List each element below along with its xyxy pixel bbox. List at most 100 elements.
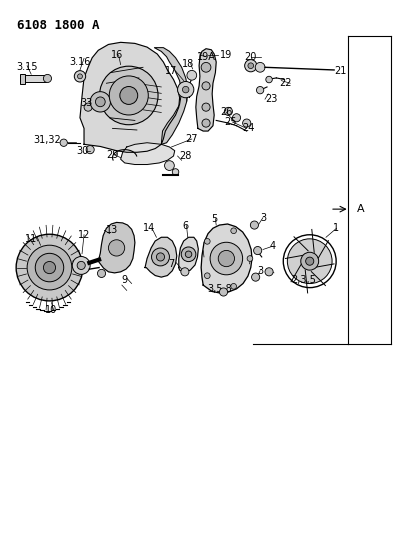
- Text: 3.16: 3.16: [69, 57, 91, 67]
- Text: 20: 20: [244, 52, 257, 62]
- Text: 3: 3: [260, 213, 266, 223]
- Polygon shape: [121, 143, 175, 165]
- Circle shape: [220, 288, 228, 296]
- Text: 3,5,8: 3,5,8: [207, 284, 232, 294]
- Circle shape: [95, 97, 105, 107]
- Text: 2,3,5: 2,3,5: [291, 275, 316, 285]
- Circle shape: [78, 74, 82, 79]
- Circle shape: [187, 70, 197, 80]
- Circle shape: [248, 63, 254, 69]
- Circle shape: [218, 251, 235, 266]
- Circle shape: [181, 268, 189, 276]
- Text: 4: 4: [269, 241, 275, 252]
- Text: 23: 23: [265, 94, 277, 104]
- Polygon shape: [80, 42, 180, 152]
- Circle shape: [43, 75, 51, 83]
- Circle shape: [202, 82, 210, 90]
- Circle shape: [74, 71, 86, 82]
- Text: 1: 1: [333, 223, 339, 233]
- Text: 19: 19: [220, 50, 233, 60]
- Circle shape: [181, 247, 196, 262]
- Text: 24: 24: [242, 124, 255, 133]
- Text: 19A: 19A: [197, 52, 215, 62]
- Text: 11: 11: [25, 234, 37, 244]
- Circle shape: [84, 103, 92, 111]
- Text: 5: 5: [211, 214, 217, 224]
- Circle shape: [204, 238, 210, 244]
- Text: 21: 21: [334, 66, 346, 76]
- Circle shape: [204, 273, 210, 279]
- Circle shape: [254, 246, 262, 255]
- Circle shape: [72, 256, 90, 274]
- Text: A: A: [357, 204, 364, 214]
- Circle shape: [27, 245, 72, 290]
- Circle shape: [98, 269, 106, 278]
- Circle shape: [177, 82, 194, 98]
- Text: 27: 27: [186, 134, 198, 144]
- Circle shape: [172, 169, 179, 175]
- Circle shape: [251, 221, 259, 229]
- Circle shape: [109, 76, 148, 115]
- Text: 3: 3: [257, 266, 263, 276]
- Polygon shape: [201, 224, 252, 293]
- Circle shape: [306, 257, 314, 265]
- Circle shape: [43, 262, 55, 273]
- Circle shape: [287, 239, 332, 284]
- Circle shape: [86, 146, 94, 154]
- Circle shape: [60, 139, 67, 147]
- Text: 26: 26: [220, 108, 233, 117]
- Text: 22: 22: [279, 78, 292, 88]
- Text: 18: 18: [182, 59, 194, 69]
- Circle shape: [156, 253, 164, 261]
- Circle shape: [164, 160, 174, 171]
- Text: 13: 13: [106, 225, 119, 236]
- Circle shape: [245, 60, 257, 72]
- Circle shape: [233, 114, 241, 122]
- Text: 9: 9: [122, 275, 128, 285]
- Polygon shape: [154, 47, 188, 144]
- Circle shape: [283, 235, 336, 288]
- Text: 28: 28: [180, 151, 192, 161]
- Circle shape: [182, 86, 189, 93]
- Circle shape: [202, 103, 210, 111]
- Text: 30: 30: [76, 146, 88, 156]
- Circle shape: [120, 86, 138, 104]
- Text: 29: 29: [106, 150, 119, 160]
- Circle shape: [243, 119, 251, 127]
- Text: 14: 14: [143, 223, 155, 233]
- Circle shape: [185, 251, 192, 257]
- Circle shape: [265, 268, 273, 276]
- Circle shape: [16, 234, 83, 301]
- Circle shape: [231, 228, 237, 233]
- Text: 25: 25: [224, 117, 237, 127]
- Polygon shape: [98, 222, 135, 273]
- Text: 17: 17: [165, 66, 177, 76]
- Circle shape: [224, 107, 233, 116]
- Circle shape: [109, 240, 125, 256]
- Circle shape: [266, 76, 272, 83]
- Text: 12: 12: [78, 230, 90, 240]
- Text: 7: 7: [169, 259, 175, 269]
- Polygon shape: [145, 237, 177, 277]
- Text: 31,32: 31,32: [33, 135, 61, 145]
- Circle shape: [100, 66, 158, 125]
- Circle shape: [231, 284, 237, 289]
- Circle shape: [255, 62, 265, 72]
- Circle shape: [257, 86, 264, 94]
- Text: 6: 6: [183, 221, 189, 231]
- Circle shape: [201, 62, 211, 72]
- Circle shape: [90, 92, 111, 112]
- Text: 33: 33: [80, 98, 92, 108]
- Polygon shape: [179, 237, 198, 272]
- Circle shape: [301, 252, 319, 270]
- Text: 16: 16: [111, 50, 123, 60]
- Circle shape: [35, 253, 64, 282]
- Bar: [22, 75, 46, 82]
- Bar: [20, 74, 25, 84]
- Circle shape: [77, 261, 85, 270]
- Text: 6108 1800 A: 6108 1800 A: [17, 20, 100, 33]
- Circle shape: [151, 248, 169, 266]
- Circle shape: [202, 119, 210, 127]
- Text: 3.15: 3.15: [16, 62, 38, 72]
- Circle shape: [247, 256, 253, 261]
